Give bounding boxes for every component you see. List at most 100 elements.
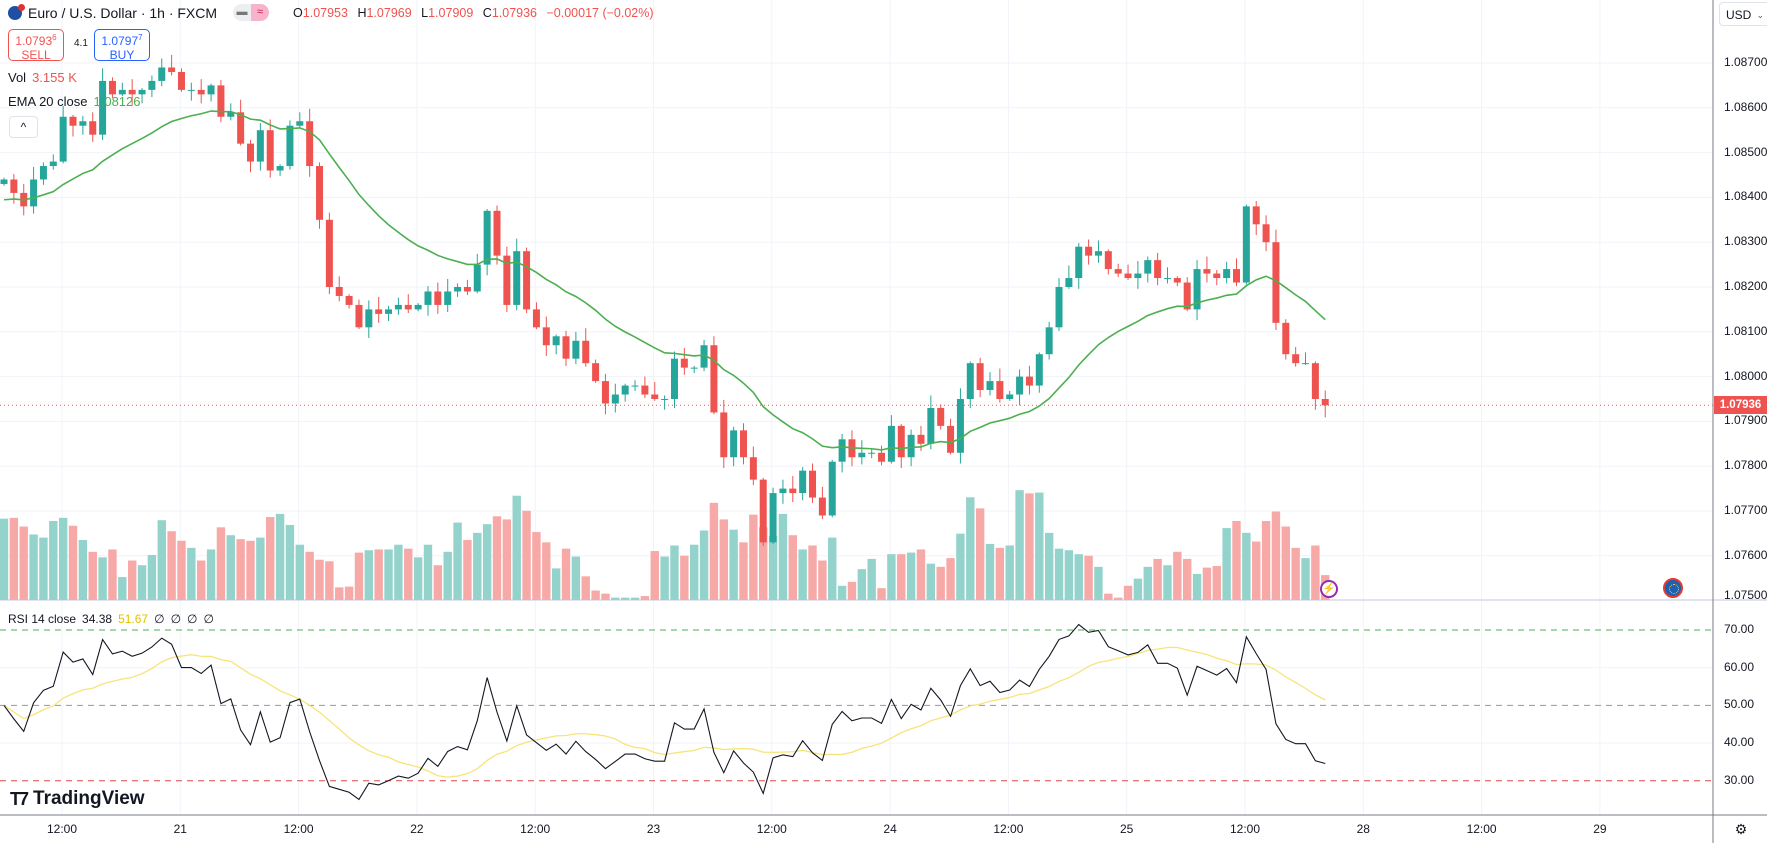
wave-icon[interactable]: ≈ [251,4,270,21]
currency-dropdown[interactable]: USD ⌄ [1719,2,1767,26]
candle-body [296,121,304,126]
rsi-legend[interactable]: RSI 14 close 34.38 51.67 ∅ ∅ ∅ ∅ [8,612,214,626]
candle-body [128,89,136,95]
candle-body [1065,278,1073,287]
volume-bar [167,531,176,600]
volume-legend[interactable]: Vol 3.155 K [8,70,77,85]
candle-body [256,130,264,162]
candle-body [562,336,570,359]
volume-bar [1202,567,1212,600]
buy-button[interactable]: 1.07977 BUY [94,29,150,62]
candle-body [187,89,195,91]
candle-body [10,179,18,193]
rsi-value: 34.38 [82,612,113,626]
price-axis-tick: 1.08000 [1724,368,1767,383]
minus-icon[interactable]: ▬ [233,4,252,21]
volume-bar [39,537,48,600]
candle-body [858,452,866,458]
candle-body [138,89,146,95]
settings-gear-icon[interactable]: ⚙ [1734,821,1748,837]
volume-bar [29,534,38,600]
time-axis-label: 12:00 [993,822,1024,836]
candle-body [473,264,481,292]
candle-body [276,166,284,171]
volume-bar [98,557,107,600]
candle-body [1016,376,1024,395]
volume-bar [719,519,728,600]
lightning-event-icon[interactable]: ⚡ [1320,580,1338,598]
volume-bar [877,588,886,600]
ema-label: EMA 20 close [8,94,88,109]
price-axis-tick: 1.07600 [1724,547,1767,562]
volume-bar [1311,545,1320,600]
candle-body [759,479,767,543]
price-axis-tick: 1.08500 [1724,144,1767,159]
candle-body [1085,246,1093,256]
volume-bar [611,597,620,600]
volume-bar [0,518,9,600]
time-axis-label: 12:00 [756,822,787,836]
volume-bar [808,545,817,600]
candle-body [947,425,955,453]
candle-body [956,399,964,453]
candle-body [1193,269,1201,310]
candle-body [1154,260,1162,279]
candle-body [611,394,619,404]
volume-bar [1173,551,1182,600]
volume-bar [1261,521,1271,600]
candle-body [108,80,116,95]
candle-body [1233,269,1240,283]
sell-price-pip: 6 [52,33,57,42]
volume-bar [285,524,295,600]
candle-body [237,112,245,144]
volume-bar [620,597,630,600]
logo-text: TradingView [33,788,145,809]
volume-bar [1054,548,1064,600]
candle-body [1282,322,1290,355]
volume-bar [926,563,936,600]
candle-body [1075,246,1083,279]
candle-body [404,304,412,310]
candle-body [868,452,876,454]
currency-label: USD [1726,8,1752,22]
symbol-title[interactable]: Euro / U.S. Dollar · 1h · FXCM [28,4,218,21]
volume-bar [1025,493,1034,600]
volume-bar [887,554,896,600]
chevron-up-icon: ^ [20,120,27,134]
candle-body [592,363,600,382]
volume-bar [857,569,867,600]
legend-toggle-pill[interactable]: ▬ ≈ [233,4,270,21]
volume-bar [1271,511,1281,600]
price-axis-tick: 1.08700 [1724,55,1767,69]
volume-bar [1183,558,1192,600]
volume-bar [1153,558,1162,600]
candle-body [99,80,107,135]
volume-bar [532,532,541,600]
volume-bar [551,568,561,600]
volume-bar [956,533,965,600]
candle-body [966,363,974,399]
sell-button[interactable]: 1.07936 SELL [8,29,64,62]
candle-body [424,291,432,305]
rsi-ma-value: 51.67 [118,612,149,626]
time-axis-label: 12:00 [283,822,314,836]
volume-bar [650,551,659,600]
candle-body [335,287,343,296]
eu-economic-event-icon[interactable] [1663,578,1683,598]
candle-body [897,425,905,458]
collapse-legend-button[interactable]: ^ [9,116,38,138]
time-axis-label: 29 [1593,822,1607,836]
tradingview-logo[interactable]: T7 TradingView [10,788,145,810]
ema-legend[interactable]: EMA 20 close 1.08126 [8,94,141,109]
volume-bar [433,565,443,600]
volume-bar [374,549,383,600]
volume-bar [847,581,857,600]
volume-bar [916,549,926,600]
volume-bar [1301,558,1310,600]
volume-bar [1252,541,1261,600]
low-value: 1.07909 [428,5,474,20]
candle-body [316,166,324,220]
volume-bar [404,548,413,600]
volume-bar [384,549,393,600]
